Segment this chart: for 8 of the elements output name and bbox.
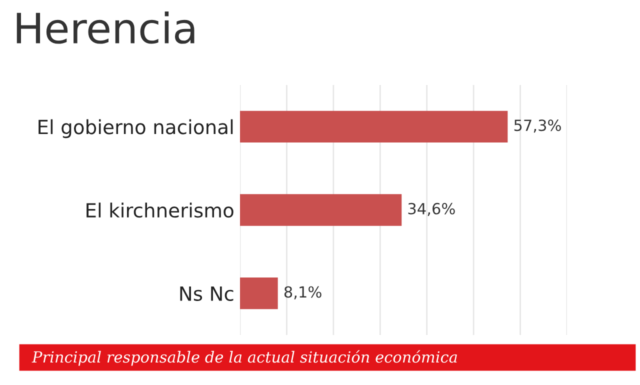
- text: Principal responsable de la actual situación económica: [32, 350, 457, 366]
- data-label: 34,6%: [408, 202, 455, 216]
- y-tick-label: Ns Nc: [180, 286, 234, 301]
- data-label: 8,1%: [284, 286, 322, 300]
- y-tick-label: El kirchnerismo: [86, 202, 234, 218]
- y-tick-label: El gobierno nacional: [38, 119, 233, 138]
- data-label: 57,3%: [514, 120, 561, 133]
- chart-title: Herencia: [16, 12, 194, 44]
